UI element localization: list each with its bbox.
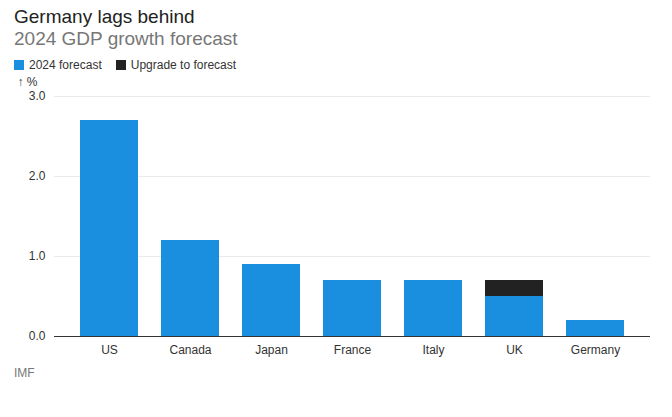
svg-text:France: France bbox=[334, 343, 372, 357]
svg-text:US: US bbox=[101, 343, 118, 357]
svg-text:Germany: Germany bbox=[571, 343, 620, 357]
svg-text:0.0: 0.0 bbox=[29, 329, 46, 343]
svg-text:↑ %: ↑ % bbox=[18, 75, 38, 89]
svg-text:2.0: 2.0 bbox=[29, 169, 46, 183]
svg-text:3.0: 3.0 bbox=[29, 89, 46, 103]
svg-text:Canada: Canada bbox=[169, 343, 211, 357]
svg-text:UK: UK bbox=[506, 343, 523, 357]
svg-text:1.0: 1.0 bbox=[29, 249, 46, 263]
html-text:2024 GDP growth forecast: 2024 GDP growth forecast bbox=[14, 28, 238, 49]
html-text:2024 forecast: 2024 forecast bbox=[29, 58, 102, 72]
html-text:IMF: IMF bbox=[14, 366, 35, 380]
svg-text:Italy: Italy bbox=[422, 343, 444, 357]
html-text:Upgrade to forecast: Upgrade to forecast bbox=[130, 58, 237, 72]
html-text:Germany lags behind: Germany lags behind bbox=[14, 6, 195, 27]
svg-text:Japan: Japan bbox=[255, 343, 288, 357]
